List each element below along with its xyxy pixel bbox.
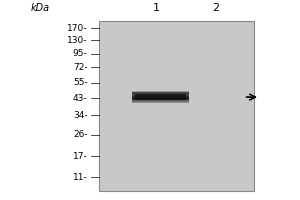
Text: kDa: kDa [31, 3, 50, 13]
Bar [132, 98, 189, 99]
Bar [132, 100, 189, 101]
Text: 95-: 95- [73, 49, 88, 58]
Text: 43-: 43- [73, 94, 88, 103]
Bar [132, 96, 189, 97]
Text: 17-: 17- [73, 152, 88, 161]
Bar [132, 99, 189, 100]
Text: 170-: 170- [67, 24, 88, 33]
Text: 55-: 55- [73, 78, 88, 87]
Bar [132, 102, 189, 103]
Bar [132, 93, 189, 94]
Text: 26-: 26- [73, 130, 88, 139]
Text: 34-: 34- [73, 111, 88, 120]
Bar [132, 92, 189, 93]
Bar [132, 103, 189, 104]
Text: 130-: 130- [67, 36, 88, 45]
Bar [132, 101, 189, 102]
Bar [132, 91, 189, 92]
Bar [132, 98, 189, 99]
Bar [132, 93, 189, 94]
Bar [132, 97, 189, 98]
Text: 11-: 11- [73, 173, 88, 182]
Text: 2: 2 [212, 3, 219, 13]
Text: 72-: 72- [73, 63, 88, 72]
Bar [100, 21, 254, 191]
Bar [132, 95, 189, 96]
Bar [135, 94, 186, 100]
Text: 1: 1 [152, 3, 159, 13]
Bar [132, 97, 189, 98]
Bar [132, 99, 189, 100]
Bar [132, 92, 189, 93]
Bar [132, 94, 189, 95]
